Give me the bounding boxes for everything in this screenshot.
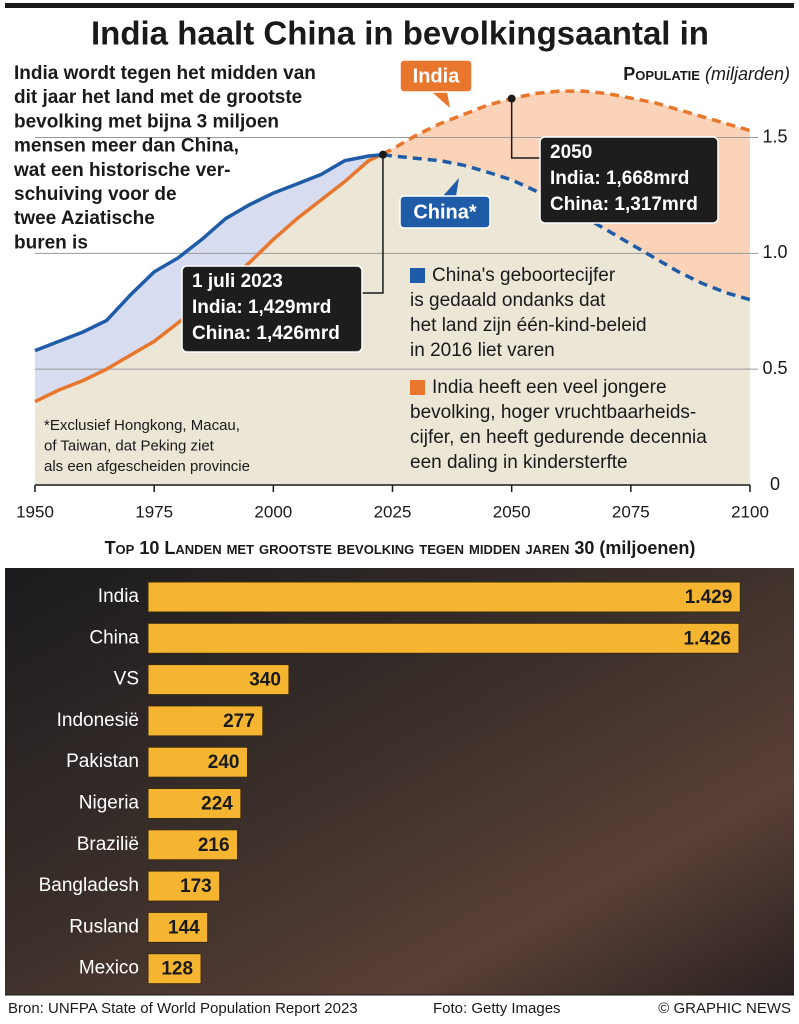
category-label: Nigeria <box>79 793 140 814</box>
connector-dot <box>378 150 387 159</box>
series-label: India <box>413 65 461 87</box>
x-tick-label: 2075 <box>612 502 650 521</box>
category-label: Indonesië <box>57 710 139 731</box>
category-label: Bangladesh <box>39 875 139 896</box>
value-label: 277 <box>223 711 255 732</box>
population-chart: 0 0.5 1.0 1.5 1950 1975 2000 2025 2050 2075 2100 Po… <box>13 59 790 521</box>
series-label: China* <box>413 201 477 223</box>
note-text: het land zijn één-kind-beleid <box>410 315 647 336</box>
page-title: India haalt China in bevolkingsaantal in <box>91 15 709 52</box>
intro-text: bevolking met bijna 3 miljoen <box>14 111 279 132</box>
value-label: 216 <box>198 835 230 856</box>
y-axis-title: Populatie <box>623 64 700 84</box>
note-text: bevolking, hoger vruchtbaarheids- <box>410 402 696 423</box>
x-tick-label: 2050 <box>493 502 531 521</box>
photo-credit: Foto: Getty Images <box>433 1000 561 1017</box>
value-label: 128 <box>161 959 193 980</box>
series-line <box>34 152 384 353</box>
annotation-text: China: 1,317mrd <box>550 194 698 215</box>
note-text: is gedaald ondanks dat <box>410 290 606 311</box>
bar <box>147 705 264 737</box>
bar <box>147 664 290 696</box>
intro-text: India wordt tegen het midden van <box>14 63 316 84</box>
note-marker <box>410 268 425 283</box>
annotation-text: 1 juli 2023 <box>192 271 283 292</box>
footnote: als een afgescheiden provincie <box>44 458 250 475</box>
chart-title: Top 10 Landen met grootste bevolking teg… <box>105 538 696 558</box>
y-axis-label: Populatie (miljarden) <box>623 64 790 84</box>
bar <box>147 788 242 819</box>
intro-text: buren is <box>14 232 88 253</box>
projection-line <box>382 89 751 156</box>
category-label: Rusland <box>69 916 139 937</box>
bar <box>147 953 202 985</box>
x-tick-label: 1975 <box>135 502 173 521</box>
category-label: Brazilië <box>77 834 139 855</box>
value-label: 340 <box>249 670 281 691</box>
y-axis-unit: (miljarden) <box>705 64 790 84</box>
value-label: 1.429 <box>685 587 733 608</box>
category-label: China <box>89 627 139 648</box>
category-label: Mexico <box>79 958 139 979</box>
connector <box>360 154 384 294</box>
source: Bron: UNFPA State of World Population Re… <box>8 1000 358 1017</box>
annotation-text: 2050 <box>550 142 592 163</box>
y-tick-label: 1.0 <box>762 242 787 262</box>
category-label: India <box>98 586 140 607</box>
series-label-box <box>399 59 473 93</box>
annotation-box <box>181 265 363 353</box>
plot-background <box>35 154 750 486</box>
annotation-text: China: 1,426mrd <box>192 323 340 344</box>
bar <box>147 911 209 943</box>
top-rule <box>5 3 794 8</box>
note-text: India heeft een veel jongere <box>432 377 667 398</box>
bar <box>147 746 248 778</box>
intro-text: twee Aziatische <box>14 208 155 229</box>
intro-text: dit jaar het land met de grootste <box>14 87 302 108</box>
footnote: *Exclusief Hongkong, Macau, <box>44 417 240 434</box>
footnote: of Taiwan, dat Peking ziet <box>44 437 215 454</box>
connector-dot <box>507 94 516 103</box>
label-pointer <box>432 92 450 108</box>
intro-text: mensen meer dan China, <box>14 136 239 157</box>
value-label: 1.426 <box>684 628 732 649</box>
annotation-box <box>539 136 719 224</box>
label-pointer <box>443 178 459 196</box>
intro-text: wat een historische ver- <box>13 160 230 181</box>
bar <box>147 622 740 654</box>
annotation-text: India: 1,429mrd <box>192 297 331 318</box>
value-label: 240 <box>208 752 240 773</box>
x-tick-label: 2000 <box>254 502 292 521</box>
x-tick-label: 1950 <box>16 502 54 521</box>
intro-text: schuiving voor de <box>14 184 177 205</box>
category-label: Pakistan <box>66 751 139 772</box>
x-tick-label: 2100 <box>731 502 769 521</box>
y-tick-label: 0 <box>770 474 780 494</box>
y-tick-label: 0.5 <box>762 358 787 378</box>
x-tick-label: 2025 <box>374 502 412 521</box>
annotation-text: India: 1,668mrd <box>550 168 689 189</box>
note-text: een daling in kindersterfte <box>410 452 628 473</box>
bar <box>147 870 221 902</box>
value-label: 144 <box>168 917 200 938</box>
bar <box>147 581 741 613</box>
copyright: © GRAPHIC NEWS <box>658 1000 791 1017</box>
bar <box>147 829 239 861</box>
note-text: China's geboortecijfer <box>432 265 616 286</box>
value-label: 224 <box>201 794 233 815</box>
note-text: cijfer, en heeft gedurende decennia <box>410 427 707 448</box>
category-label: VS <box>114 669 139 690</box>
chart-title-main: Top 10 Landen met grootste bevolking teg… <box>105 538 595 558</box>
note-marker <box>410 380 425 395</box>
note-text: in 2016 liet varen <box>410 340 555 361</box>
chart-title-unit: (miljoenen) <box>599 538 695 558</box>
connector <box>510 98 540 159</box>
value-label: 173 <box>180 876 212 897</box>
y-tick-label: 1.5 <box>762 126 787 146</box>
top10-chart: Top 10 Landen met grootste bevolking teg… <box>5 538 794 995</box>
series-label-box <box>399 195 491 229</box>
